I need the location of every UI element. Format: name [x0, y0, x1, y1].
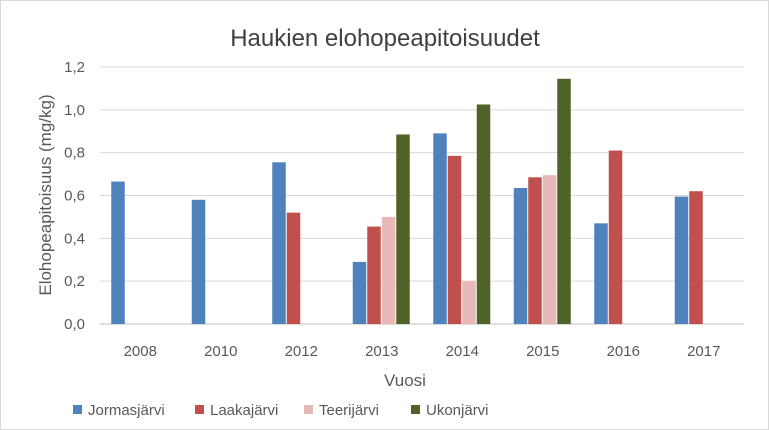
x-tick-label: 2010 [204, 343, 237, 360]
bar-jormasjärvi-2016 [594, 223, 608, 324]
bar-laakajärvi-2015 [528, 177, 542, 324]
legend: Jormasjärvi Laakajärvi Teerijärvi Ukonjärvi [73, 402, 489, 419]
bar-teerijärvi-2015 [542, 175, 557, 324]
bar-jormasjärvi-2012 [272, 162, 286, 324]
bar-laakajärvi-2013 [367, 226, 381, 324]
x-tick-label: 2008 [124, 343, 157, 360]
x-tick-label: 2016 [607, 343, 640, 360]
legend-label: Teerijärvi [319, 402, 379, 419]
bar-ukonjärvi-2015 [557, 78, 571, 324]
bar-teerijärvi-2013 [381, 216, 396, 324]
legend-swatch [195, 405, 204, 414]
y-tick-label: 1,0 [64, 102, 85, 119]
bar-ukonjärvi-2014 [476, 104, 491, 325]
y-tick-label: 0,2 [64, 273, 85, 290]
x-tick-label: 2015 [526, 343, 559, 360]
x-axis-ticks: 2008 2010 2012 2013 2014 2015 2016 2017 [124, 343, 721, 360]
bar-teerijärvi-2014 [462, 281, 476, 324]
x-tick-label: 2012 [285, 343, 318, 360]
y-axis-label: Elohopeapitoisuus (mg/kg) [36, 94, 55, 295]
y-tick-label: 0,8 [64, 145, 85, 162]
y-axis-ticks: 0,0 0,2 0,4 0,6 0,8 1,0 1,2 [64, 59, 85, 333]
bar-jormasjärvi-2013 [352, 261, 367, 324]
legend-swatch [304, 405, 313, 414]
y-tick-label: 1,2 [64, 59, 85, 76]
bar-laakajärvi-2014 [447, 155, 462, 324]
gridlines [100, 66, 744, 325]
bar-ukonjärvi-2013 [396, 134, 410, 324]
bar-jormasjärvi-2008 [111, 181, 125, 324]
x-axis-label: Vuosi [384, 371, 426, 390]
chart-title: Haukien elohopeapitoisuudet [230, 25, 540, 52]
legend-label: Jormasjärvi [88, 402, 165, 419]
bar-jormasjärvi-2017 [674, 196, 689, 324]
legend-swatch [411, 405, 420, 414]
legend-label: Laakajärvi [210, 402, 278, 419]
bar-jormasjärvi-2010 [191, 199, 206, 324]
legend-swatch [73, 405, 82, 414]
x-tick-label: 2017 [687, 343, 720, 360]
x-tick-label: 2013 [365, 343, 398, 360]
x-tick-label: 2014 [446, 343, 479, 360]
bar-laakajärvi-2012 [286, 212, 301, 324]
y-tick-label: 0,0 [64, 316, 85, 333]
y-tick-label: 0,6 [64, 188, 85, 205]
bars [111, 78, 703, 325]
bar-laakajärvi-2017 [689, 191, 703, 324]
bar-jormasjärvi-2014 [433, 133, 447, 324]
bar-jormasjärvi-2015 [513, 188, 528, 324]
legend-label: Ukonjärvi [426, 402, 489, 419]
bar-laakajärvi-2016 [608, 150, 623, 324]
y-tick-label: 0,4 [64, 230, 85, 247]
